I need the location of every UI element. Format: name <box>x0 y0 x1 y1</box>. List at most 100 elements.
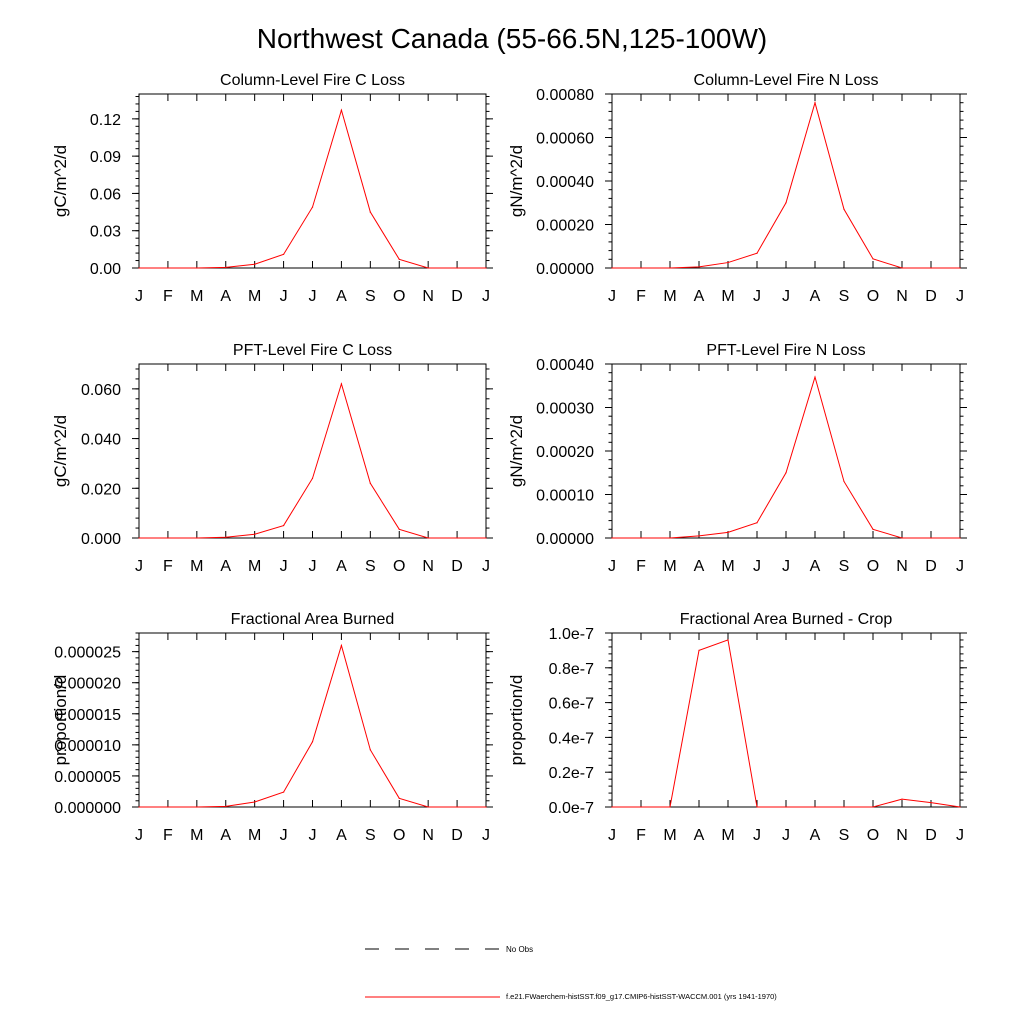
x-tick-label: J <box>309 288 317 305</box>
x-tick-label: N <box>422 288 434 305</box>
data-point <box>167 537 169 539</box>
x-tick-label: M <box>721 827 734 844</box>
panel-title: Column-Level Fire N Loss <box>694 72 879 89</box>
x-tick-label: A <box>810 827 821 844</box>
data-point <box>369 211 371 213</box>
data-point <box>196 537 198 539</box>
data-point <box>959 267 961 269</box>
x-tick-label: O <box>867 827 879 844</box>
x-tick-label: F <box>163 558 173 575</box>
y-tick-label: 0.020 <box>81 481 121 498</box>
data-point <box>311 741 314 743</box>
data-point <box>311 477 314 479</box>
x-tick-label: J <box>280 558 288 575</box>
y-axis-label: proportion/d <box>51 675 70 766</box>
x-tick-label: D <box>451 558 463 575</box>
data-point <box>369 482 371 484</box>
data-point <box>669 537 671 539</box>
x-tick-label: F <box>163 827 173 844</box>
x-tick-label: M <box>190 558 203 575</box>
x-tick-label: J <box>135 288 143 305</box>
data-point <box>843 480 845 483</box>
data-point <box>785 806 787 808</box>
y-tick-label: 0.040 <box>81 432 121 449</box>
y-tick-label: 0.00 <box>90 261 121 278</box>
y-tick-label: 0.2e-7 <box>549 765 594 782</box>
x-tick-label: N <box>422 558 434 575</box>
data-point <box>640 806 642 808</box>
x-tick-label: J <box>482 558 490 575</box>
x-tick-label: A <box>220 558 231 575</box>
y-tick-label: 0.000000 <box>54 800 121 817</box>
x-tick-label: J <box>753 288 761 305</box>
x-tick-label: A <box>336 288 347 305</box>
data-point <box>456 537 458 539</box>
x-tick-label: J <box>608 558 616 575</box>
x-tick-label: O <box>393 827 405 844</box>
x-tick-label: M <box>248 827 261 844</box>
data-point <box>785 202 787 204</box>
data-point <box>756 522 758 524</box>
x-tick-label: J <box>309 827 317 844</box>
data-point <box>959 806 961 808</box>
x-tick-label: J <box>135 827 143 844</box>
y-tick-label: 0.6e-7 <box>549 696 594 713</box>
data-point <box>254 533 256 535</box>
panel-title: Column-Level Fire C Loss <box>220 72 405 89</box>
data-point <box>814 102 816 104</box>
x-tick-label: M <box>663 288 676 305</box>
x-tick-label: N <box>896 558 908 575</box>
y-axis-label: proportion/d <box>507 675 526 766</box>
y-tick-label: 0.03 <box>90 224 121 241</box>
x-tick-label: D <box>925 827 937 844</box>
data-point <box>254 263 256 265</box>
panel-title: Fractional Area Burned - Crop <box>680 611 893 628</box>
x-tick-label: F <box>163 288 173 305</box>
x-tick-label: A <box>810 558 821 575</box>
series-line-model <box>139 643 486 808</box>
x-tick-label: O <box>867 288 879 305</box>
x-tick-label: S <box>839 558 850 575</box>
data-point <box>669 267 671 269</box>
data-point <box>872 806 874 808</box>
data-point <box>398 258 400 260</box>
data-point <box>282 253 285 255</box>
x-tick-label: J <box>280 827 288 844</box>
x-tick-label: M <box>190 827 203 844</box>
y-tick-label: 0.8e-7 <box>549 661 594 678</box>
data-point <box>930 537 932 539</box>
y-axis-label: gC/m^2/d <box>51 415 70 487</box>
x-tick-label: N <box>896 288 908 305</box>
data-point <box>311 206 314 208</box>
data-point <box>427 267 429 269</box>
data-point <box>930 267 932 269</box>
series-line-model <box>139 108 486 269</box>
x-tick-label: O <box>393 288 405 305</box>
series-line-model <box>612 100 960 269</box>
panel-title: PFT-Level Fire C Loss <box>233 342 392 359</box>
data-point <box>901 798 903 800</box>
plot-frame <box>611 632 961 808</box>
data-point <box>959 537 961 539</box>
y-tick-label: 0.00040 <box>536 174 594 191</box>
y-tick-label: 0.000015 <box>54 707 121 724</box>
data-point <box>167 806 169 808</box>
data-point <box>138 537 140 539</box>
legend: No Obs f.e21.FWaerchem-histSST.f09_g17.C… <box>365 945 777 1001</box>
data-point <box>456 806 458 808</box>
data-point <box>872 258 874 260</box>
x-tick-label: J <box>753 558 761 575</box>
y-tick-label: 0.00030 <box>536 401 594 418</box>
data-point <box>196 806 198 808</box>
data-point <box>340 644 343 647</box>
series-line-model <box>612 375 960 539</box>
plot-frame <box>138 93 487 269</box>
data-point <box>611 806 613 808</box>
data-point <box>756 806 758 808</box>
data-point <box>138 806 140 808</box>
data-point <box>640 267 642 269</box>
